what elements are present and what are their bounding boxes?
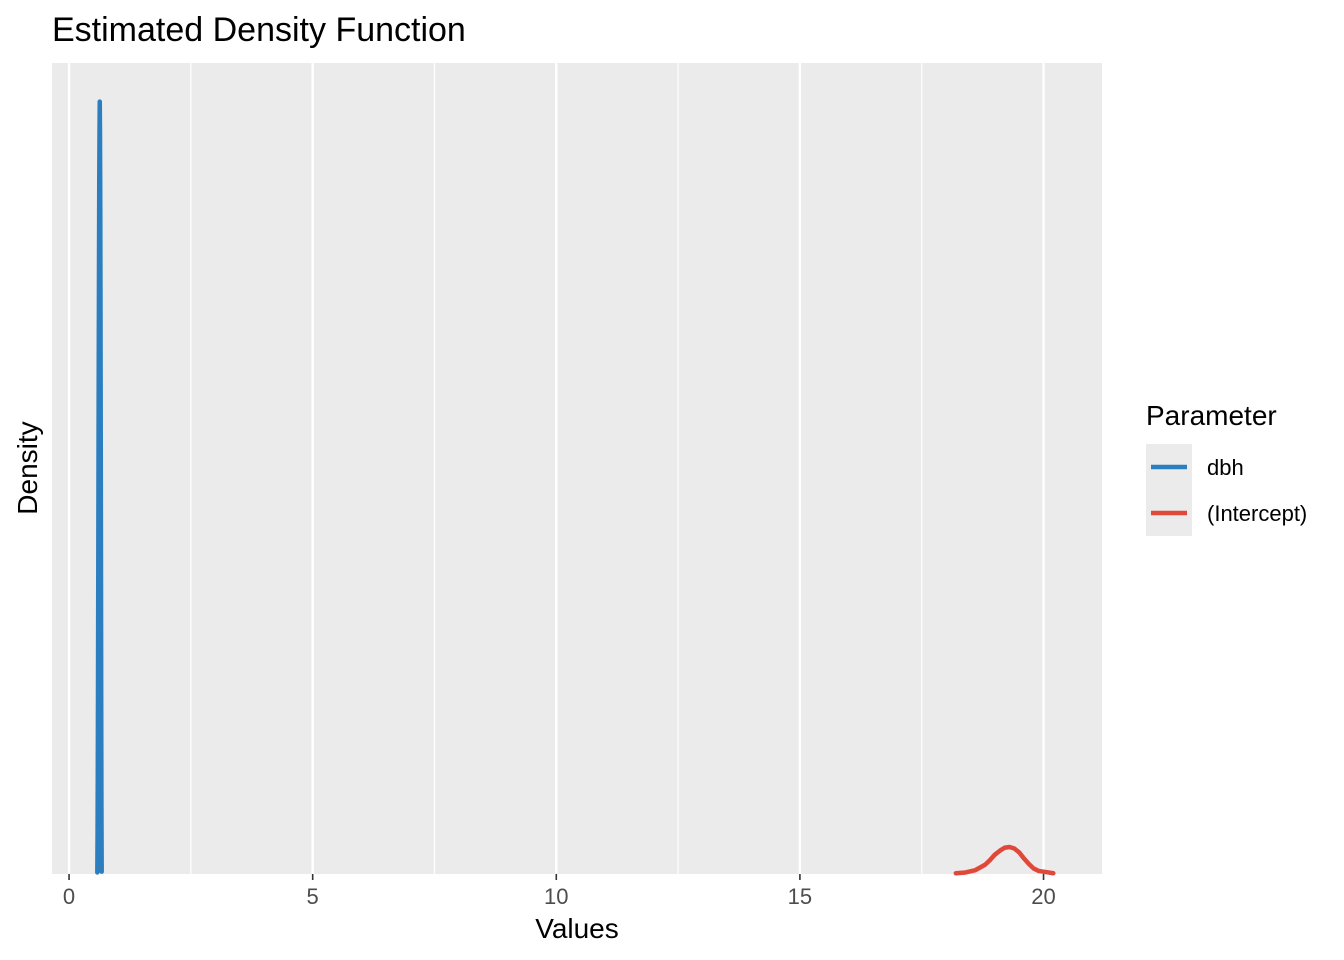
legend-title: Parameter [1146,400,1277,431]
series-lines [95,99,1056,876]
legend: Parameter dbh (Intercept) [1146,400,1307,536]
series-line-intercept [953,844,1056,876]
x-tick-label: 20 [1031,884,1055,909]
x-tick-label: 5 [307,884,319,909]
gridlines [67,63,1045,874]
x-tick-label: 15 [788,884,812,909]
y-axis-title: Density [12,421,43,514]
legend-entries: dbh (Intercept) [1151,455,1307,526]
plot-panel [52,63,1102,874]
x-tick-label: 0 [63,884,75,909]
legend-key-background [1146,444,1192,536]
legend-label-intercept: (Intercept) [1207,501,1307,526]
chart-title: Estimated Density Function [52,11,466,49]
x-tick-label: 10 [544,884,568,909]
x-axis-title: Values [535,913,619,944]
series-line-dbh [95,99,104,875]
legend-label-dbh: dbh [1207,455,1244,480]
x-axis-ticks: 0 5 10 15 20 [63,874,1056,909]
